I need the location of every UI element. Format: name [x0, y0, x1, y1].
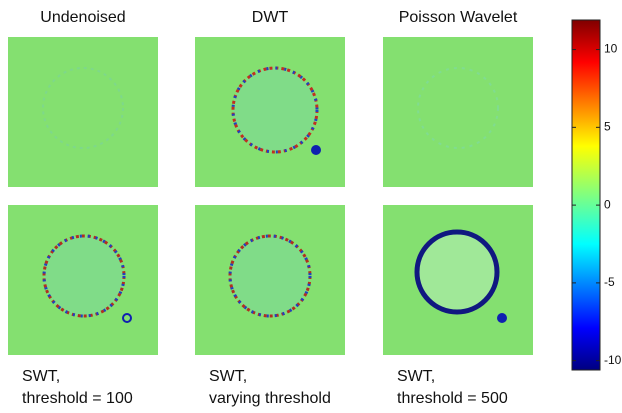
tick-label: 10 [604, 42, 618, 56]
panel-caption: threshold = 100 [22, 390, 133, 407]
colorbar [572, 20, 600, 370]
dot [497, 313, 507, 323]
tick-label: 5 [604, 120, 611, 134]
figure: Undenoised DWT Poisson Wavelet SWT, threshol… [0, 0, 622, 408]
ring [230, 236, 310, 316]
tick-label: 0 [604, 197, 611, 211]
panel-title: DWT [252, 9, 289, 26]
panel-caption: varying threshold [209, 390, 331, 407]
dot [311, 145, 321, 155]
panel [383, 37, 533, 187]
ring [233, 68, 317, 152]
ring [417, 232, 497, 312]
panel-caption: threshold = 500 [397, 390, 508, 407]
panel [8, 37, 158, 187]
ring [44, 236, 124, 316]
tick-label: -5 [604, 275, 615, 289]
panel-caption: SWT, [397, 368, 435, 385]
panel-caption: SWT, [22, 368, 60, 385]
panel-title: Poisson Wavelet [399, 9, 518, 26]
panels [8, 37, 533, 355]
panel-title: Undenoised [40, 9, 125, 26]
tick-label: -10 [604, 353, 622, 367]
panel-caption: SWT, [209, 368, 247, 385]
